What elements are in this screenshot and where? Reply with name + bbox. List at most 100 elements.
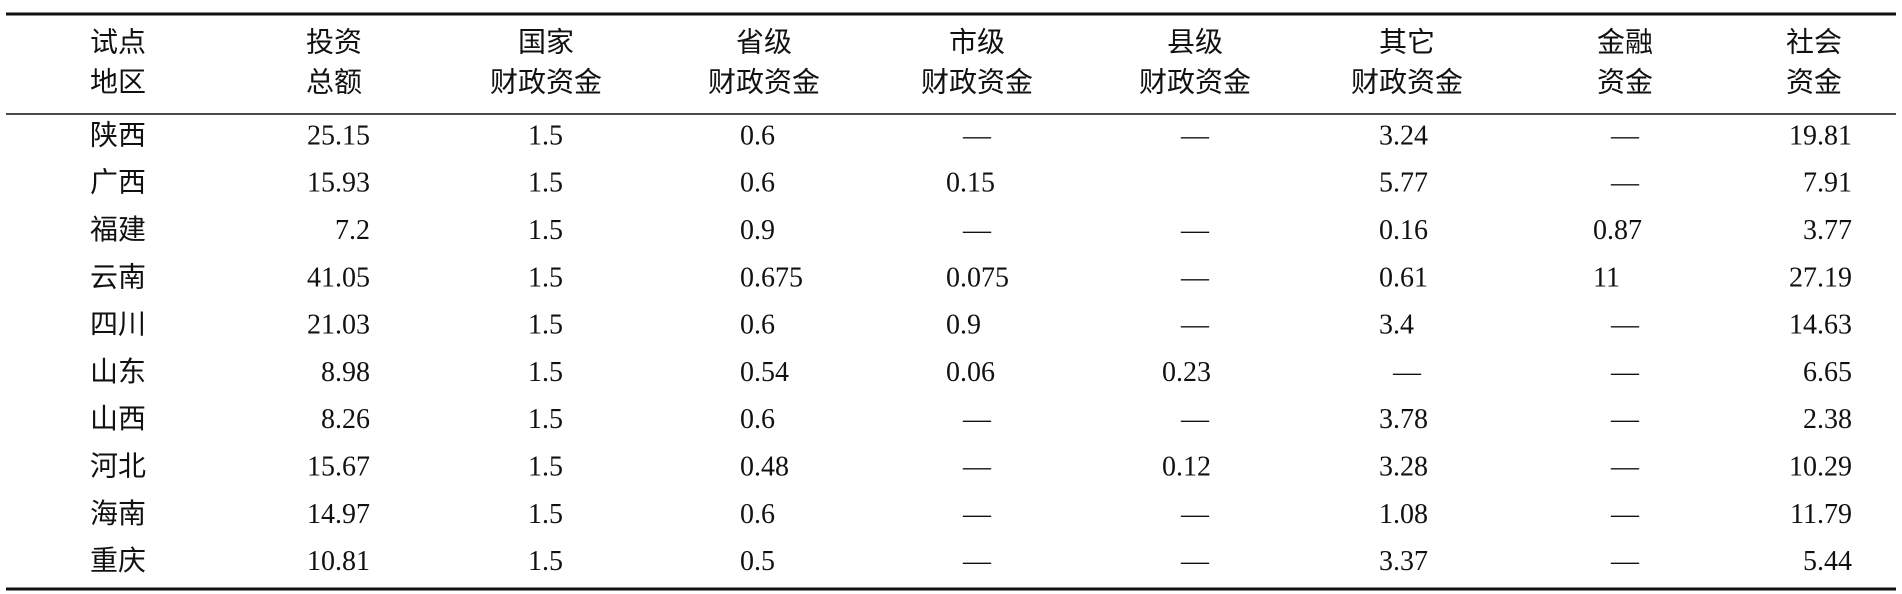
value-cell: 27.19: [1789, 262, 1852, 293]
dash-cell: —: [1180, 310, 1210, 341]
value-cell: 0.61: [1379, 262, 1428, 293]
dash-cell: —: [1610, 404, 1640, 435]
value-cell: 0.6: [740, 120, 775, 151]
value-cell: 0.675: [740, 262, 803, 293]
value-cell: 14.63: [1789, 310, 1852, 341]
value-cell: 2.38: [1803, 404, 1852, 435]
dash-cell: —: [1610, 310, 1640, 341]
value-cell: 1.5: [528, 262, 563, 293]
region-cell: 广西: [90, 167, 146, 199]
value-cell: 0.15: [946, 168, 995, 199]
value-cell: 1.5: [528, 546, 563, 577]
value-cell: 5.44: [1803, 546, 1852, 577]
dash-cell: —: [1610, 357, 1640, 388]
value-cell: 1.5: [528, 357, 563, 388]
value-cell: 0.6: [740, 404, 775, 435]
value-cell: 3.4: [1379, 310, 1414, 341]
value-cell: 0.6: [740, 168, 775, 199]
region-cell: 河北: [90, 452, 146, 483]
dash-cell: —: [1392, 357, 1422, 388]
header-cell: 资金: [1786, 66, 1842, 98]
dash-cell: —: [1610, 120, 1640, 151]
value-cell: 5.77: [1379, 168, 1428, 199]
value-cell: 8.26: [321, 404, 370, 435]
value-cell: 3.28: [1379, 452, 1428, 483]
dash-cell: —: [1180, 499, 1210, 530]
header-cell: 资金: [1597, 66, 1653, 98]
header-cell: 市级: [949, 26, 1005, 58]
header-cell: 投资: [306, 26, 362, 58]
value-cell: 1.08: [1379, 499, 1428, 530]
value-cell: 7.91: [1803, 168, 1852, 199]
value-cell: 0.9: [740, 215, 775, 246]
region-cell: 云南: [90, 261, 146, 293]
region-cell: 陕西: [90, 119, 146, 151]
value-cell: 0.6: [740, 310, 775, 341]
dash-cell: —: [1180, 262, 1210, 293]
value-cell: 1.5: [528, 452, 563, 483]
value-cell: 15.67: [307, 452, 370, 483]
value-cell: 3.77: [1803, 215, 1852, 246]
dash-cell: —: [962, 546, 992, 577]
dash-cell: —: [1610, 499, 1640, 530]
header-cell: 总额: [306, 66, 362, 98]
header-cell: 财政资金: [1139, 66, 1251, 98]
value-cell: 25.15: [307, 120, 370, 151]
value-cell: 15.93: [307, 168, 370, 199]
value-cell: 19.81: [1789, 120, 1852, 151]
value-cell: 11: [1593, 262, 1620, 293]
value-cell: 0.54: [740, 357, 789, 388]
header-cell: 财政资金: [708, 66, 820, 98]
region-cell: 海南: [90, 498, 146, 530]
dash-cell: —: [1610, 452, 1640, 483]
value-cell: 3.24: [1379, 120, 1428, 151]
header-cell: 财政资金: [921, 66, 1033, 98]
dash-cell: —: [962, 404, 992, 435]
dash-cell: —: [962, 452, 992, 483]
dash-cell: —: [1180, 215, 1210, 246]
header-cell: 试点: [90, 26, 146, 58]
value-cell: 41.05: [307, 262, 370, 293]
dash-cell: —: [962, 215, 992, 246]
header-cell: 财政资金: [490, 66, 602, 98]
header-cell: 国家: [518, 26, 574, 58]
value-cell: 6.65: [1803, 357, 1852, 388]
value-cell: 0.5: [740, 546, 775, 577]
header-cell: 县级: [1167, 26, 1223, 58]
dash-cell: —: [962, 499, 992, 530]
value-cell: 1.5: [528, 215, 563, 246]
header-cell: 其它: [1379, 26, 1435, 58]
dash-cell: —: [1180, 120, 1210, 151]
value-cell: 1.5: [528, 499, 563, 530]
value-cell: 21.03: [307, 310, 370, 341]
value-cell: 8.98: [321, 357, 370, 388]
value-cell: 3.37: [1379, 546, 1428, 577]
dash-cell: —: [962, 120, 992, 151]
region-cell: 重庆: [90, 545, 146, 577]
value-cell: 10.29: [1789, 452, 1852, 483]
value-cell: 7.2: [335, 215, 370, 246]
value-cell: 11.79: [1790, 499, 1852, 530]
value-cell: 3.78: [1379, 404, 1428, 435]
dash-cell: —: [1610, 546, 1640, 577]
value-cell: 1.5: [528, 168, 563, 199]
value-cell: 0.48: [740, 452, 789, 483]
dash-cell: —: [1610, 168, 1640, 199]
header-cell: 省级: [736, 26, 792, 58]
region-cell: 福建: [90, 214, 146, 246]
value-cell: 1.5: [528, 310, 563, 341]
value-cell: 10.81: [307, 546, 370, 577]
region-cell: 山西: [90, 403, 146, 435]
value-cell: 0.87: [1593, 215, 1642, 246]
value-cell: 0.12: [1162, 452, 1211, 483]
value-cell: 0.075: [946, 262, 1009, 293]
value-cell: 1.5: [528, 120, 563, 151]
value-cell: 0.16: [1379, 215, 1428, 246]
header-cell: 财政资金: [1351, 66, 1463, 98]
dash-cell: —: [1180, 546, 1210, 577]
dash-cell: —: [1180, 404, 1210, 435]
value-cell: 14.97: [307, 499, 370, 530]
value-cell: 1.5: [528, 404, 563, 435]
value-cell: 0.9: [946, 310, 981, 341]
